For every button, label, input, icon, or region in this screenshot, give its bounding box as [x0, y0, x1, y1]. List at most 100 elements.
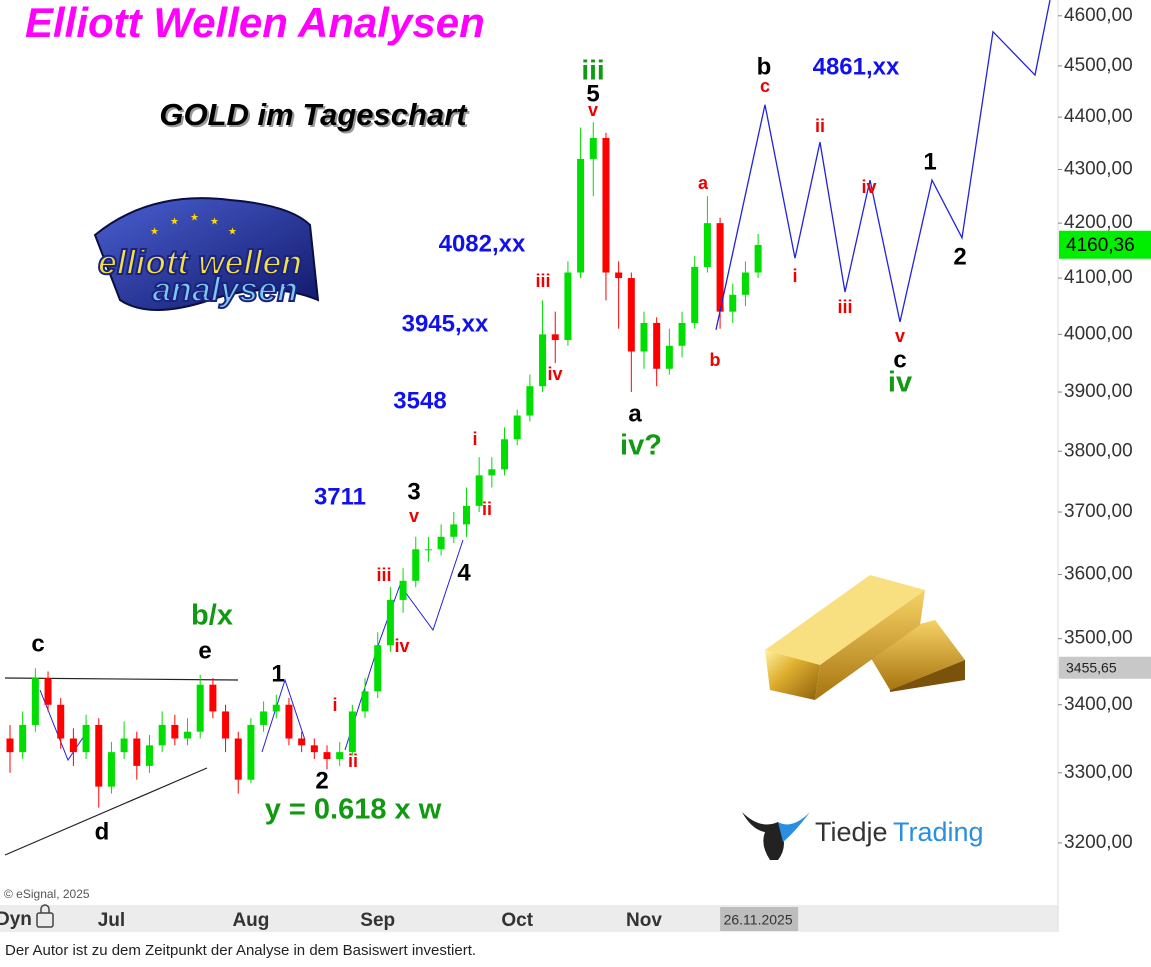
y-tick-label: 4100,00: [1064, 267, 1133, 288]
svg-text:★: ★: [170, 217, 179, 228]
wave-label: 4861,xx: [813, 53, 900, 80]
candle-body: [348, 711, 356, 753]
candle-body: [31, 678, 39, 725]
candle-body: [729, 294, 737, 312]
x-tick-label: Aug: [232, 910, 269, 931]
chart-title: Elliott Wellen Analysen: [25, 0, 485, 46]
wave-label: b: [757, 53, 772, 80]
wave-label: iii: [581, 54, 604, 85]
y-tick-label: 3800,00: [1064, 440, 1133, 461]
candle-body: [615, 272, 623, 279]
candle-body: [386, 599, 394, 646]
wave-label: i: [792, 266, 797, 286]
wave-label: y = 0.618 x w: [265, 794, 442, 826]
candle-body: [107, 752, 115, 787]
candle-body: [260, 711, 268, 725]
wave-label: iv: [394, 636, 409, 656]
candle-body: [120, 738, 128, 753]
svg-text:★: ★: [190, 213, 199, 224]
candle-body: [564, 272, 572, 341]
wave-label: iv?: [620, 430, 662, 462]
x-tick-label: 26.11.2025: [724, 912, 793, 928]
candle-body: [310, 745, 318, 753]
price-tag: [1059, 230, 1151, 259]
candle-body: [95, 724, 103, 787]
logo-text: Trading: [893, 817, 984, 847]
candle-body: [399, 580, 407, 600]
candle-body: [196, 684, 204, 732]
candle-body: [653, 322, 661, 369]
lock-icon: [36, 904, 54, 928]
source-note: © eSignal, 2025: [4, 887, 90, 901]
y-tick-label: 4400,00: [1064, 106, 1133, 127]
wave-label: 1: [271, 660, 284, 687]
wave-label: 4082,xx: [439, 230, 526, 257]
x-tick-label: Sep: [360, 910, 395, 931]
candle-body: [69, 738, 77, 753]
candle-body: [589, 137, 597, 159]
candle-body: [741, 272, 749, 295]
wave-label: iii: [837, 297, 852, 317]
candle-body: [247, 724, 255, 780]
candle-body: [285, 704, 293, 739]
wave-label: 1: [923, 148, 936, 175]
wave-label: b/x: [191, 600, 233, 632]
wave-label: ii: [348, 751, 358, 771]
wave-label: a: [698, 173, 709, 193]
wave-label: 2: [953, 243, 966, 270]
wave-label: 5: [586, 80, 599, 107]
y-tick-label: 4600,00: [1064, 5, 1133, 26]
wave-sketch: [39, 689, 89, 762]
x-tick-label: Jul: [98, 910, 125, 931]
y-tick-label: 3300,00: [1064, 762, 1133, 783]
wave-label: e: [198, 637, 211, 664]
y-tick-label: 3500,00: [1064, 628, 1133, 649]
candle-body: [551, 334, 559, 341]
wave-label: 4: [457, 559, 471, 586]
candle-body: [158, 724, 166, 746]
x-tick-label: Nov: [626, 910, 662, 931]
wave-label: 3945,xx: [402, 310, 489, 337]
candle-body: [475, 475, 483, 506]
candle-body: [665, 345, 673, 369]
candle-body: [627, 278, 635, 352]
candle-body: [323, 752, 331, 760]
wave-label: v: [409, 506, 419, 526]
svg-text:★: ★: [228, 227, 237, 238]
wave-label: ii: [482, 499, 492, 519]
candle-body: [678, 322, 686, 346]
price-tag: [1059, 656, 1151, 679]
candle-body: [57, 704, 65, 739]
svg-text:★: ★: [210, 217, 219, 228]
plot-area: [0, 0, 1058, 905]
wave-label: i: [472, 429, 477, 449]
wave-label: v: [895, 326, 905, 346]
candle-body: [577, 158, 585, 273]
mode-label: Dyn: [0, 909, 32, 930]
elliott-logo: ★ ★ ★ ★ ★ elliott wellen analysen: [93, 197, 320, 311]
y-tick-label: 4200,00: [1064, 212, 1133, 233]
logo-text: elliott wellen: [98, 244, 302, 282]
candle-body: [133, 738, 141, 766]
candle-body: [19, 724, 27, 753]
candle-body: [298, 738, 306, 746]
candle-body: [602, 137, 610, 273]
wave-label: v: [588, 100, 598, 120]
candle-body: [336, 752, 344, 760]
footer-note: Der Autor ist zu dem Zeitpunkt der Analy…: [5, 942, 476, 959]
candle-body: [703, 223, 711, 267]
candle-body: [44, 678, 52, 705]
candle-body: [462, 505, 470, 525]
time-axis-bar: [0, 905, 1058, 932]
candle-body: [513, 415, 521, 440]
candle-body: [424, 549, 432, 551]
candle-body: [374, 645, 382, 692]
wave-label: a: [628, 400, 642, 427]
candle-body: [501, 439, 509, 470]
gold-bars: [765, 575, 965, 700]
y-tick-label: 3900,00: [1064, 381, 1133, 402]
candle-body: [209, 684, 217, 712]
x-tick-label: Oct: [501, 910, 533, 931]
wave-label: i: [332, 695, 337, 715]
